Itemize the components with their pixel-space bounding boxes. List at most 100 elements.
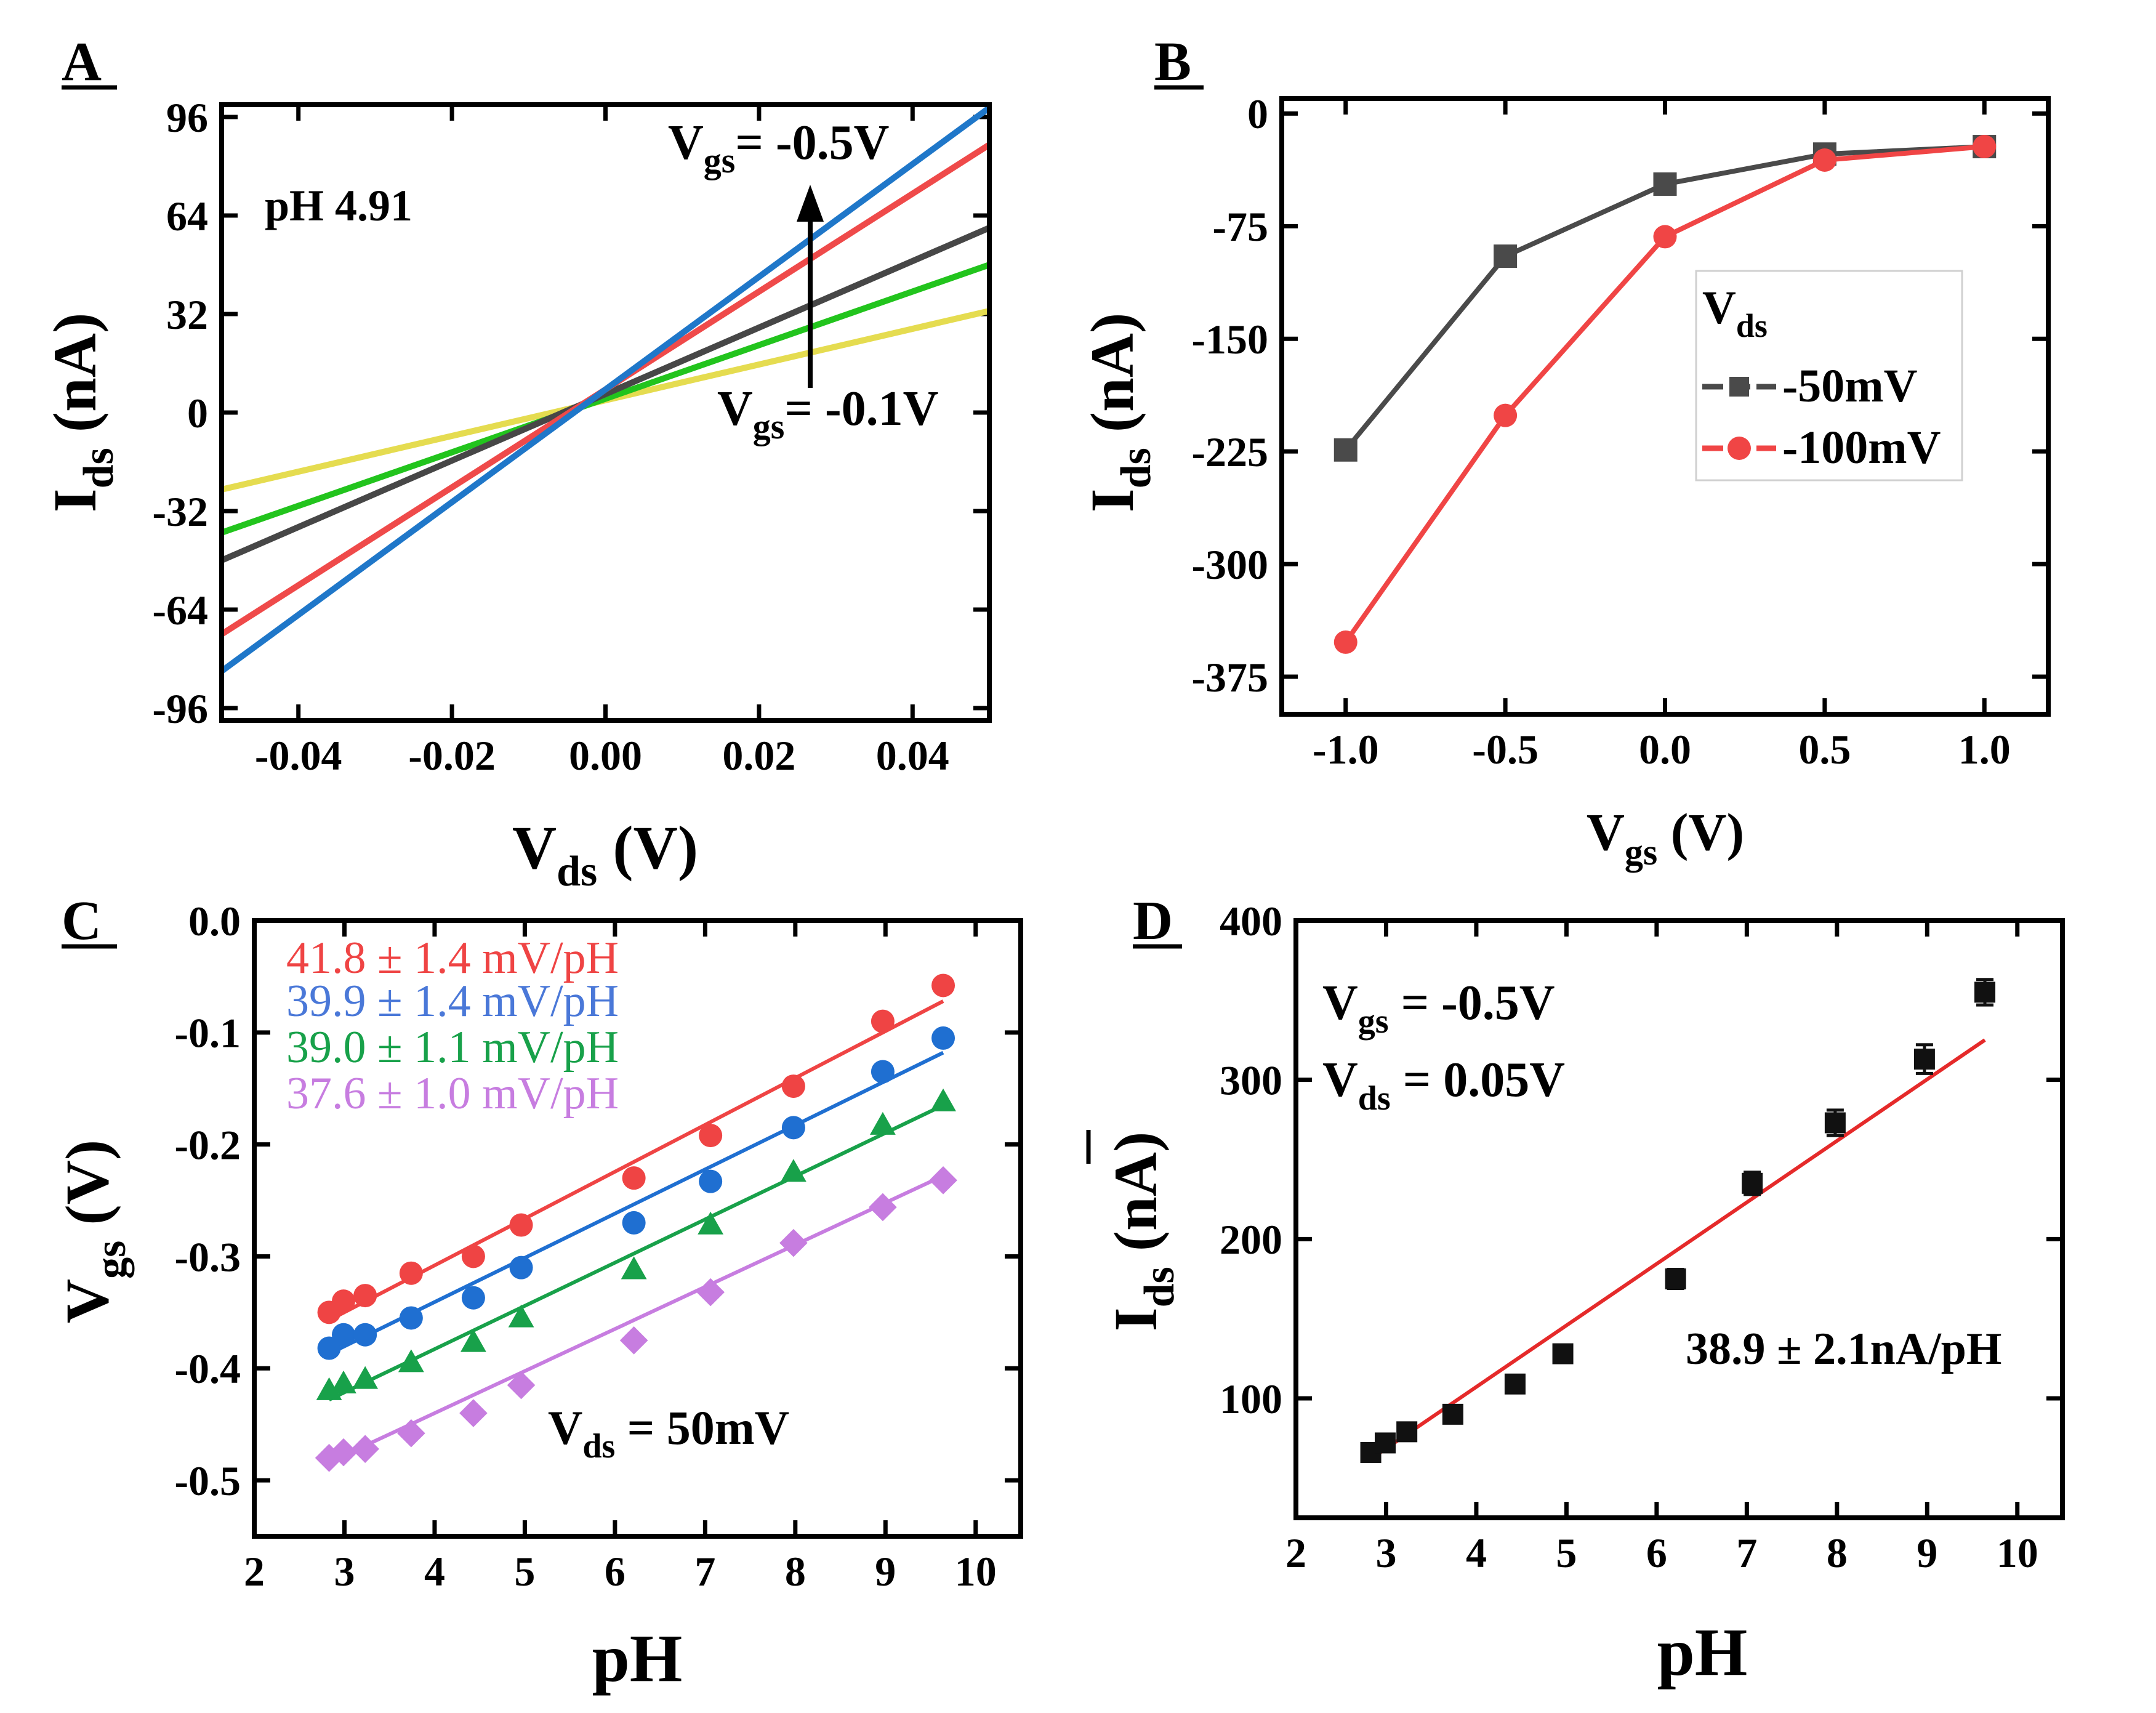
a-series-lines — [220, 105, 991, 674]
b-point-1 — [1812, 148, 1836, 172]
d-y-tick-label: 100 — [1220, 1376, 1282, 1422]
b-x-tick-label: -1.0 — [1313, 726, 1379, 773]
d-vgs-annotation: Vgs = -0.5V — [1322, 976, 1555, 1041]
b-point-0 — [1653, 172, 1677, 196]
c-point-3 — [779, 1228, 808, 1257]
c-plot-frame — [252, 918, 1023, 1539]
c-point-0 — [871, 1009, 895, 1033]
b-y-axis-title: Ids (nA) — [1078, 313, 1160, 513]
c-y-tick-label: -0.2 — [174, 1121, 241, 1168]
a-x-axis-title: Vds (V) — [512, 813, 698, 895]
c-point-2 — [508, 1304, 534, 1328]
b-point-1 — [1494, 403, 1518, 427]
a-top-annotation: Vgs= -0.5V — [668, 116, 889, 180]
c-fit-line-2 — [328, 1103, 944, 1401]
c-point-0 — [699, 1124, 723, 1148]
c-point-1 — [509, 1256, 533, 1280]
c-point-1 — [353, 1323, 377, 1347]
c-x-tick-label: 9 — [875, 1548, 896, 1595]
d-y-tick-label: 300 — [1220, 1057, 1282, 1103]
a-plot-frame — [219, 102, 992, 723]
c-y-axis-title: Vgs (V) — [53, 1140, 135, 1323]
c-point-2 — [461, 1329, 486, 1352]
c-point-3 — [696, 1278, 725, 1307]
c-point-1 — [461, 1286, 485, 1310]
d-y-tick-label: 400 — [1220, 898, 1282, 945]
b-y-tick-label: -150 — [1191, 316, 1268, 363]
b-x-tick-label: 0.5 — [1798, 726, 1851, 773]
a-x-tick-label: 0.02 — [722, 732, 795, 779]
c-point-0 — [509, 1213, 533, 1237]
d-point — [1974, 981, 1996, 1003]
a-x-tick-label: -0.02 — [408, 732, 496, 779]
c-vds-annotation: Vds = 50mV — [548, 1401, 789, 1465]
c-slope-label-blue: 39.9 ± 1.4 mV/pH — [286, 976, 619, 1026]
b-point-1 — [1333, 630, 1358, 654]
c-x-tick-label: 4 — [424, 1548, 445, 1595]
panel-b: B -1.0 -0.5 0.0 0.5 1.00-75-150-225-300-375 … — [1078, 31, 2051, 873]
a-y-tick-label: -64 — [152, 587, 208, 634]
c-x-tick-label: 8 — [785, 1548, 806, 1595]
c-point-2 — [331, 1370, 356, 1393]
c-point-0 — [461, 1244, 485, 1268]
c-point-2 — [352, 1366, 379, 1389]
c-point-0 — [622, 1166, 646, 1190]
b-series — [1333, 135, 1997, 654]
b-y-tick-label: 0 — [1247, 91, 1268, 137]
a-y-tick-label: 0 — [187, 390, 208, 437]
b-legend-label-50mv: -50mV — [1782, 360, 1918, 412]
c-point-1 — [931, 1026, 955, 1050]
c-point-0 — [332, 1289, 356, 1313]
c-point-2 — [870, 1111, 896, 1135]
a-series-line-3 — [220, 225, 991, 563]
a-x-tick-label: 0.00 — [569, 732, 642, 779]
c-y-tick-label: -0.3 — [174, 1233, 241, 1280]
b-axis-ticks: -1.0 -0.5 0.0 0.5 1.0 0 -75 -150 -225 -300 -375 — [1191, 91, 2048, 773]
d-x-tick-label: 6 — [1646, 1530, 1667, 1576]
c-point-0 — [931, 973, 955, 998]
d-slope-label: 38.9 ± 2.1nA/pH — [1686, 1324, 2001, 1374]
c-point-3 — [329, 1438, 358, 1467]
d-x-tick-label: 8 — [1827, 1530, 1848, 1576]
b-y-tick-label: -225 — [1191, 429, 1268, 475]
d-plot-frame — [1293, 918, 2065, 1520]
panel-label-d: D — [1133, 890, 1173, 951]
d-point — [1375, 1432, 1396, 1454]
c-point-3 — [459, 1399, 488, 1427]
a-series-line-5 — [220, 105, 991, 674]
d-point — [1913, 1049, 1935, 1070]
c-point-3 — [315, 1443, 344, 1472]
a-y-tick-label: -96 — [152, 685, 208, 732]
a-bottom-annotation: Vgs= -0.1V — [717, 382, 938, 446]
b-point-1 — [1973, 135, 1997, 159]
c-y-tick-label: -0.1 — [174, 1010, 241, 1057]
c-fit-line-3 — [328, 1174, 944, 1464]
c-point-1 — [871, 1060, 895, 1084]
panel-label-b: B — [1154, 31, 1191, 92]
a-y-tick-label: 32 — [166, 291, 208, 338]
panel-d: D 2 3 4 5 6 7 8 9 10 100 200 300 400 Vgs = -0.5V Vds… — [1086, 890, 2065, 1690]
c-point-2 — [316, 1377, 342, 1400]
panel-a: A -0.04 -0.02 0.00 0.02 0.04 -96 -64 -32 0 32 64 96… — [41, 31, 992, 895]
c-point-0 — [781, 1074, 805, 1098]
c-point-3 — [351, 1435, 379, 1463]
b-x-tick-label: 0.0 — [1639, 726, 1691, 773]
b-point-0 — [1494, 244, 1518, 268]
c-point-3 — [397, 1419, 425, 1448]
d-y-tick-label: 200 — [1220, 1216, 1282, 1263]
d-point — [1552, 1343, 1574, 1364]
c-x-tick-label: 7 — [694, 1548, 715, 1595]
d-point — [1665, 1268, 1686, 1289]
c-fit-line-1 — [328, 1050, 944, 1356]
b-legend: Vds -50mV -100mV — [1695, 270, 1963, 482]
b-legend-label-100mv: -100mV — [1782, 422, 1941, 474]
d-point — [1442, 1403, 1463, 1425]
b-point-0 — [1333, 438, 1358, 462]
c-slope-label-red: 41.8 ± 1.4 mV/pH — [286, 933, 619, 983]
b-plot-frame — [1279, 96, 2051, 717]
c-x-tick-label: 3 — [334, 1548, 355, 1595]
c-point-0 — [399, 1261, 423, 1285]
d-point — [1396, 1421, 1418, 1443]
c-axis-ticks: 2 3 4 5 6 7 8 9 10 0.0 -0.1 -0.2 -0.3 -0.4 -0.5 — [174, 898, 1021, 1595]
